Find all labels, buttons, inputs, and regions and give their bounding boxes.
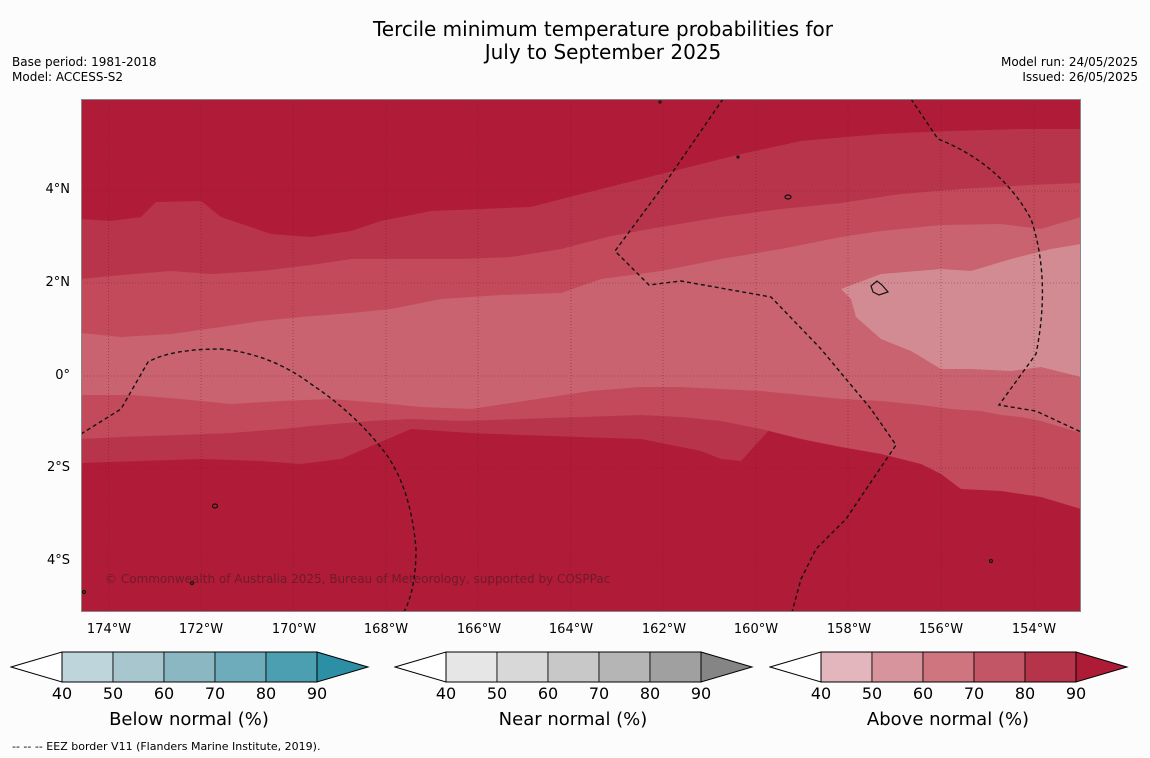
- colorbar-below-normal: [10, 651, 370, 683]
- cbar-above-cell-0: [820, 651, 873, 683]
- island-swains: [870, 280, 890, 296]
- island-small-4: [81, 589, 87, 595]
- lon-label-156w: 156°W: [918, 622, 964, 637]
- lon-label-158w: 158°W: [826, 622, 872, 637]
- cbar-near-tick: 50: [486, 684, 508, 703]
- cbar-below-cell-4: [265, 651, 318, 683]
- islands: [81, 100, 994, 595]
- lon-label-174w: 174°W: [86, 622, 132, 637]
- cbar-below-tick: 70: [204, 684, 226, 703]
- cbar-above-cell-4: [1024, 651, 1077, 683]
- lon-label-164w: 164°W: [548, 622, 594, 637]
- colorbar-above-normal: [769, 651, 1129, 683]
- title-line-2: July to September 2025: [484, 40, 722, 64]
- cbar-below-tick: 90: [306, 684, 328, 703]
- cbar-near-cell-1: [496, 651, 549, 683]
- lon-label-162w: 162°W: [641, 622, 687, 637]
- lon-label-160w: 160°W: [733, 622, 779, 637]
- cbar-above-tick: 60: [912, 684, 934, 703]
- eez-border-west: [81, 348, 417, 612]
- island-north: [784, 194, 792, 200]
- colorbar-below-title: Below normal (%): [109, 709, 269, 730]
- map-svg: [81, 99, 1081, 612]
- lat-label-2n: 2°N: [45, 275, 71, 290]
- eez-borders: [81, 99, 1081, 612]
- cbar-near-tick: 60: [537, 684, 559, 703]
- cbar-above-cell-2: [922, 651, 975, 683]
- cbar-near-cell-4: [649, 651, 702, 683]
- band-60: [81, 217, 1081, 433]
- island-small-3: [736, 155, 740, 159]
- cbar-below-cell-0: [61, 651, 114, 683]
- map-frame: [81, 99, 1081, 612]
- cbar-above-cell-1: [871, 651, 924, 683]
- cbar-below-extend-low: [10, 651, 63, 683]
- cbar-near-tick: 40: [435, 684, 457, 703]
- island-small-2: [658, 100, 662, 104]
- issued-date: Issued: 26/05/2025: [1022, 70, 1138, 84]
- cbar-above-cell-3: [973, 651, 1026, 683]
- cbar-near-extend-low: [394, 651, 447, 683]
- colorbar-above-title: Above normal (%): [866, 709, 1030, 730]
- base-period: Base period: 1981-2018: [12, 55, 157, 69]
- lat-label-4n: 4°N: [45, 182, 71, 197]
- cbar-below-tick: 50: [102, 684, 124, 703]
- colorbar-near-title: Near normal (%): [498, 709, 648, 730]
- island-east: [988, 558, 994, 564]
- cbar-below-cell-2: [163, 651, 216, 683]
- lat-label-2s: 2°S: [46, 460, 70, 475]
- lon-label-154w: 154°W: [1011, 622, 1057, 637]
- cbar-above-tick: 80: [1014, 684, 1036, 703]
- cbar-below-tick: 40: [51, 684, 73, 703]
- island-west: [211, 503, 219, 509]
- probability-map: [81, 99, 1081, 612]
- lat-label-4s: 4°S: [46, 553, 70, 568]
- cbar-above-tick: 70: [963, 684, 985, 703]
- cbar-below-cell-1: [112, 651, 165, 683]
- meta-right: Model run: 24/05/2025 Issued: 26/05/2025: [1001, 55, 1138, 85]
- eez-footnote: -- -- -- EEZ border V11 (Flanders Marine…: [12, 740, 321, 753]
- meta-left: Base period: 1981-2018 Model: ACCESS-S2: [12, 55, 157, 85]
- cbar-near-cell-2: [547, 651, 600, 683]
- island-small-1: [189, 580, 195, 586]
- cbar-below-extend-high: [316, 651, 370, 683]
- cbar-below-tick: 80: [255, 684, 277, 703]
- cbar-near-cell-3: [598, 651, 651, 683]
- lon-label-168w: 168°W: [363, 622, 409, 637]
- cbar-above-tick: 50: [861, 684, 883, 703]
- copyright-notice: © Commonwealth of Australia 2025, Bureau…: [105, 572, 611, 586]
- cbar-below-tick: 60: [153, 684, 175, 703]
- colorbar-near-normal: [394, 651, 754, 683]
- cbar-near-tick: 70: [588, 684, 610, 703]
- cbar-above-tick: 90: [1065, 684, 1087, 703]
- cbar-near-cell-0: [445, 651, 498, 683]
- cbar-above-extend-high: [1075, 651, 1129, 683]
- band-50: [841, 244, 1081, 377]
- cbar-near-tick: 90: [690, 684, 712, 703]
- model-name: Model: ACCESS-S2: [12, 70, 124, 84]
- cbar-near-tick: 80: [639, 684, 661, 703]
- cbar-above-tick: 40: [810, 684, 832, 703]
- cbar-near-extend-high: [700, 651, 754, 683]
- map-title: Tercile minimum temperature probabilitie…: [0, 18, 1150, 64]
- lat-label-0: 0°: [55, 368, 70, 383]
- lon-label-166w: 166°W: [456, 622, 502, 637]
- eez-border-east: [910, 99, 1081, 433]
- title-line-1: Tercile minimum temperature probabilitie…: [372, 17, 834, 41]
- lon-label-170w: 170°W: [271, 622, 317, 637]
- cbar-above-extend-low: [769, 651, 822, 683]
- cbar-below-cell-3: [214, 651, 267, 683]
- eez-border-central: [614, 99, 897, 612]
- model-run: Model run: 24/05/2025: [1000, 55, 1138, 69]
- lon-label-172w: 172°W: [178, 622, 224, 637]
